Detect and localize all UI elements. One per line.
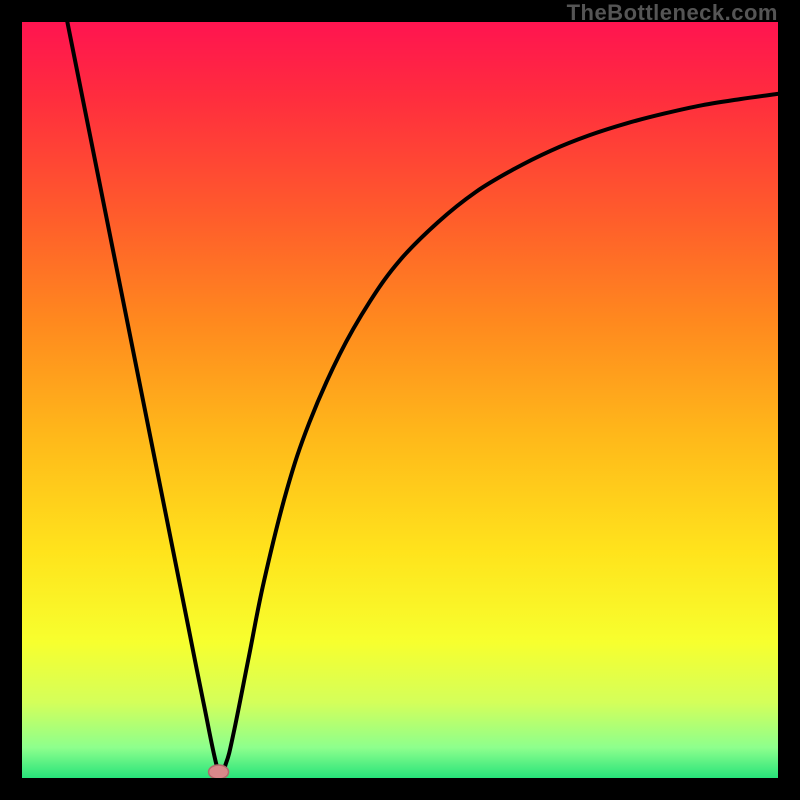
watermark-text: TheBottleneck.com <box>567 0 778 26</box>
figure-container: TheBottleneck.com <box>0 0 800 800</box>
optimal-point-marker <box>209 765 229 778</box>
plot-area <box>22 22 778 778</box>
chart-background <box>22 22 778 778</box>
chart-svg <box>22 22 778 778</box>
